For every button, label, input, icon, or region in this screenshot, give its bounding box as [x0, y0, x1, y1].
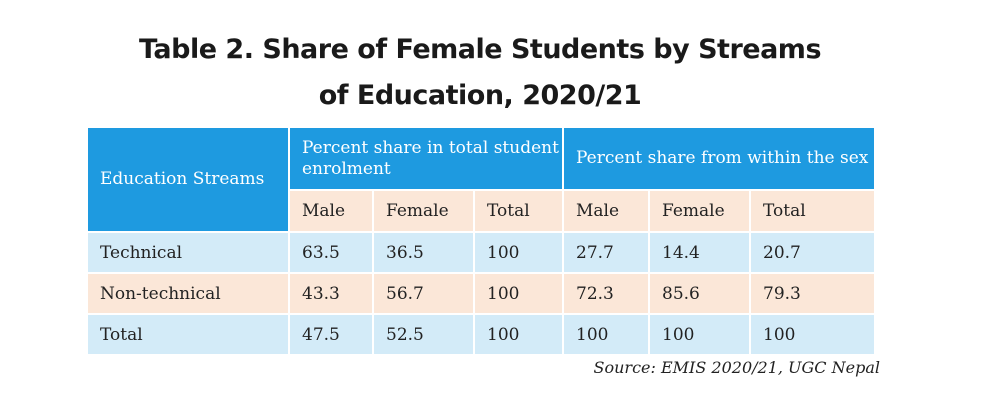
table-cell: 85.6: [648, 272, 751, 315]
row-header: Education Streams: [86, 126, 290, 233]
table-cell: 43.3: [288, 272, 374, 315]
table-cell: 79.3: [749, 272, 876, 315]
table-cell: 52.5: [372, 313, 475, 356]
table-cell: 100: [473, 313, 564, 356]
group-header-total-enrolment: Percent share in total student enrolment: [288, 126, 564, 191]
table-cell: 100: [648, 313, 751, 356]
table-title-line-1: Table 2. Share of Female Students by Str…: [138, 34, 822, 65]
table-cell: 20.7: [749, 231, 876, 274]
row-label: Technical: [86, 231, 290, 274]
table-cell: 63.5: [288, 231, 374, 274]
table-cell: 14.4: [648, 231, 751, 274]
group-header-within-sex: Percent share from within the sex: [562, 126, 876, 191]
table-row: Total 47.5 52.5 100 100 100 100: [86, 313, 876, 356]
table-cell: 100: [749, 313, 876, 356]
table-cell: 36.5: [372, 231, 475, 274]
column-header: Female: [648, 189, 751, 233]
source-note: Source: EMIS 2020/21, UGC Nepal: [593, 358, 880, 377]
table-row: Non-technical 43.3 56.7 100 72.3 85.6 79…: [86, 272, 876, 315]
table-cell: 100: [473, 231, 564, 274]
table-title-line-2: of Education, 2020/21: [318, 80, 642, 111]
table-row: Technical 63.5 36.5 100 27.7 14.4 20.7: [86, 231, 876, 274]
data-table: Education Streams Percent share in total…: [86, 126, 876, 356]
column-header: Total: [473, 189, 564, 233]
table-cell: 56.7: [372, 272, 475, 315]
row-label: Total: [86, 313, 290, 356]
row-label: Non-technical: [86, 272, 290, 315]
column-header: Male: [562, 189, 650, 233]
column-header: Female: [372, 189, 475, 233]
table-cell: 72.3: [562, 272, 650, 315]
table-cell: 27.7: [562, 231, 650, 274]
table-cell: 100: [473, 272, 564, 315]
column-header: Male: [288, 189, 374, 233]
table-cell: 47.5: [288, 313, 374, 356]
column-header: Total: [749, 189, 876, 233]
table-cell: 100: [562, 313, 650, 356]
